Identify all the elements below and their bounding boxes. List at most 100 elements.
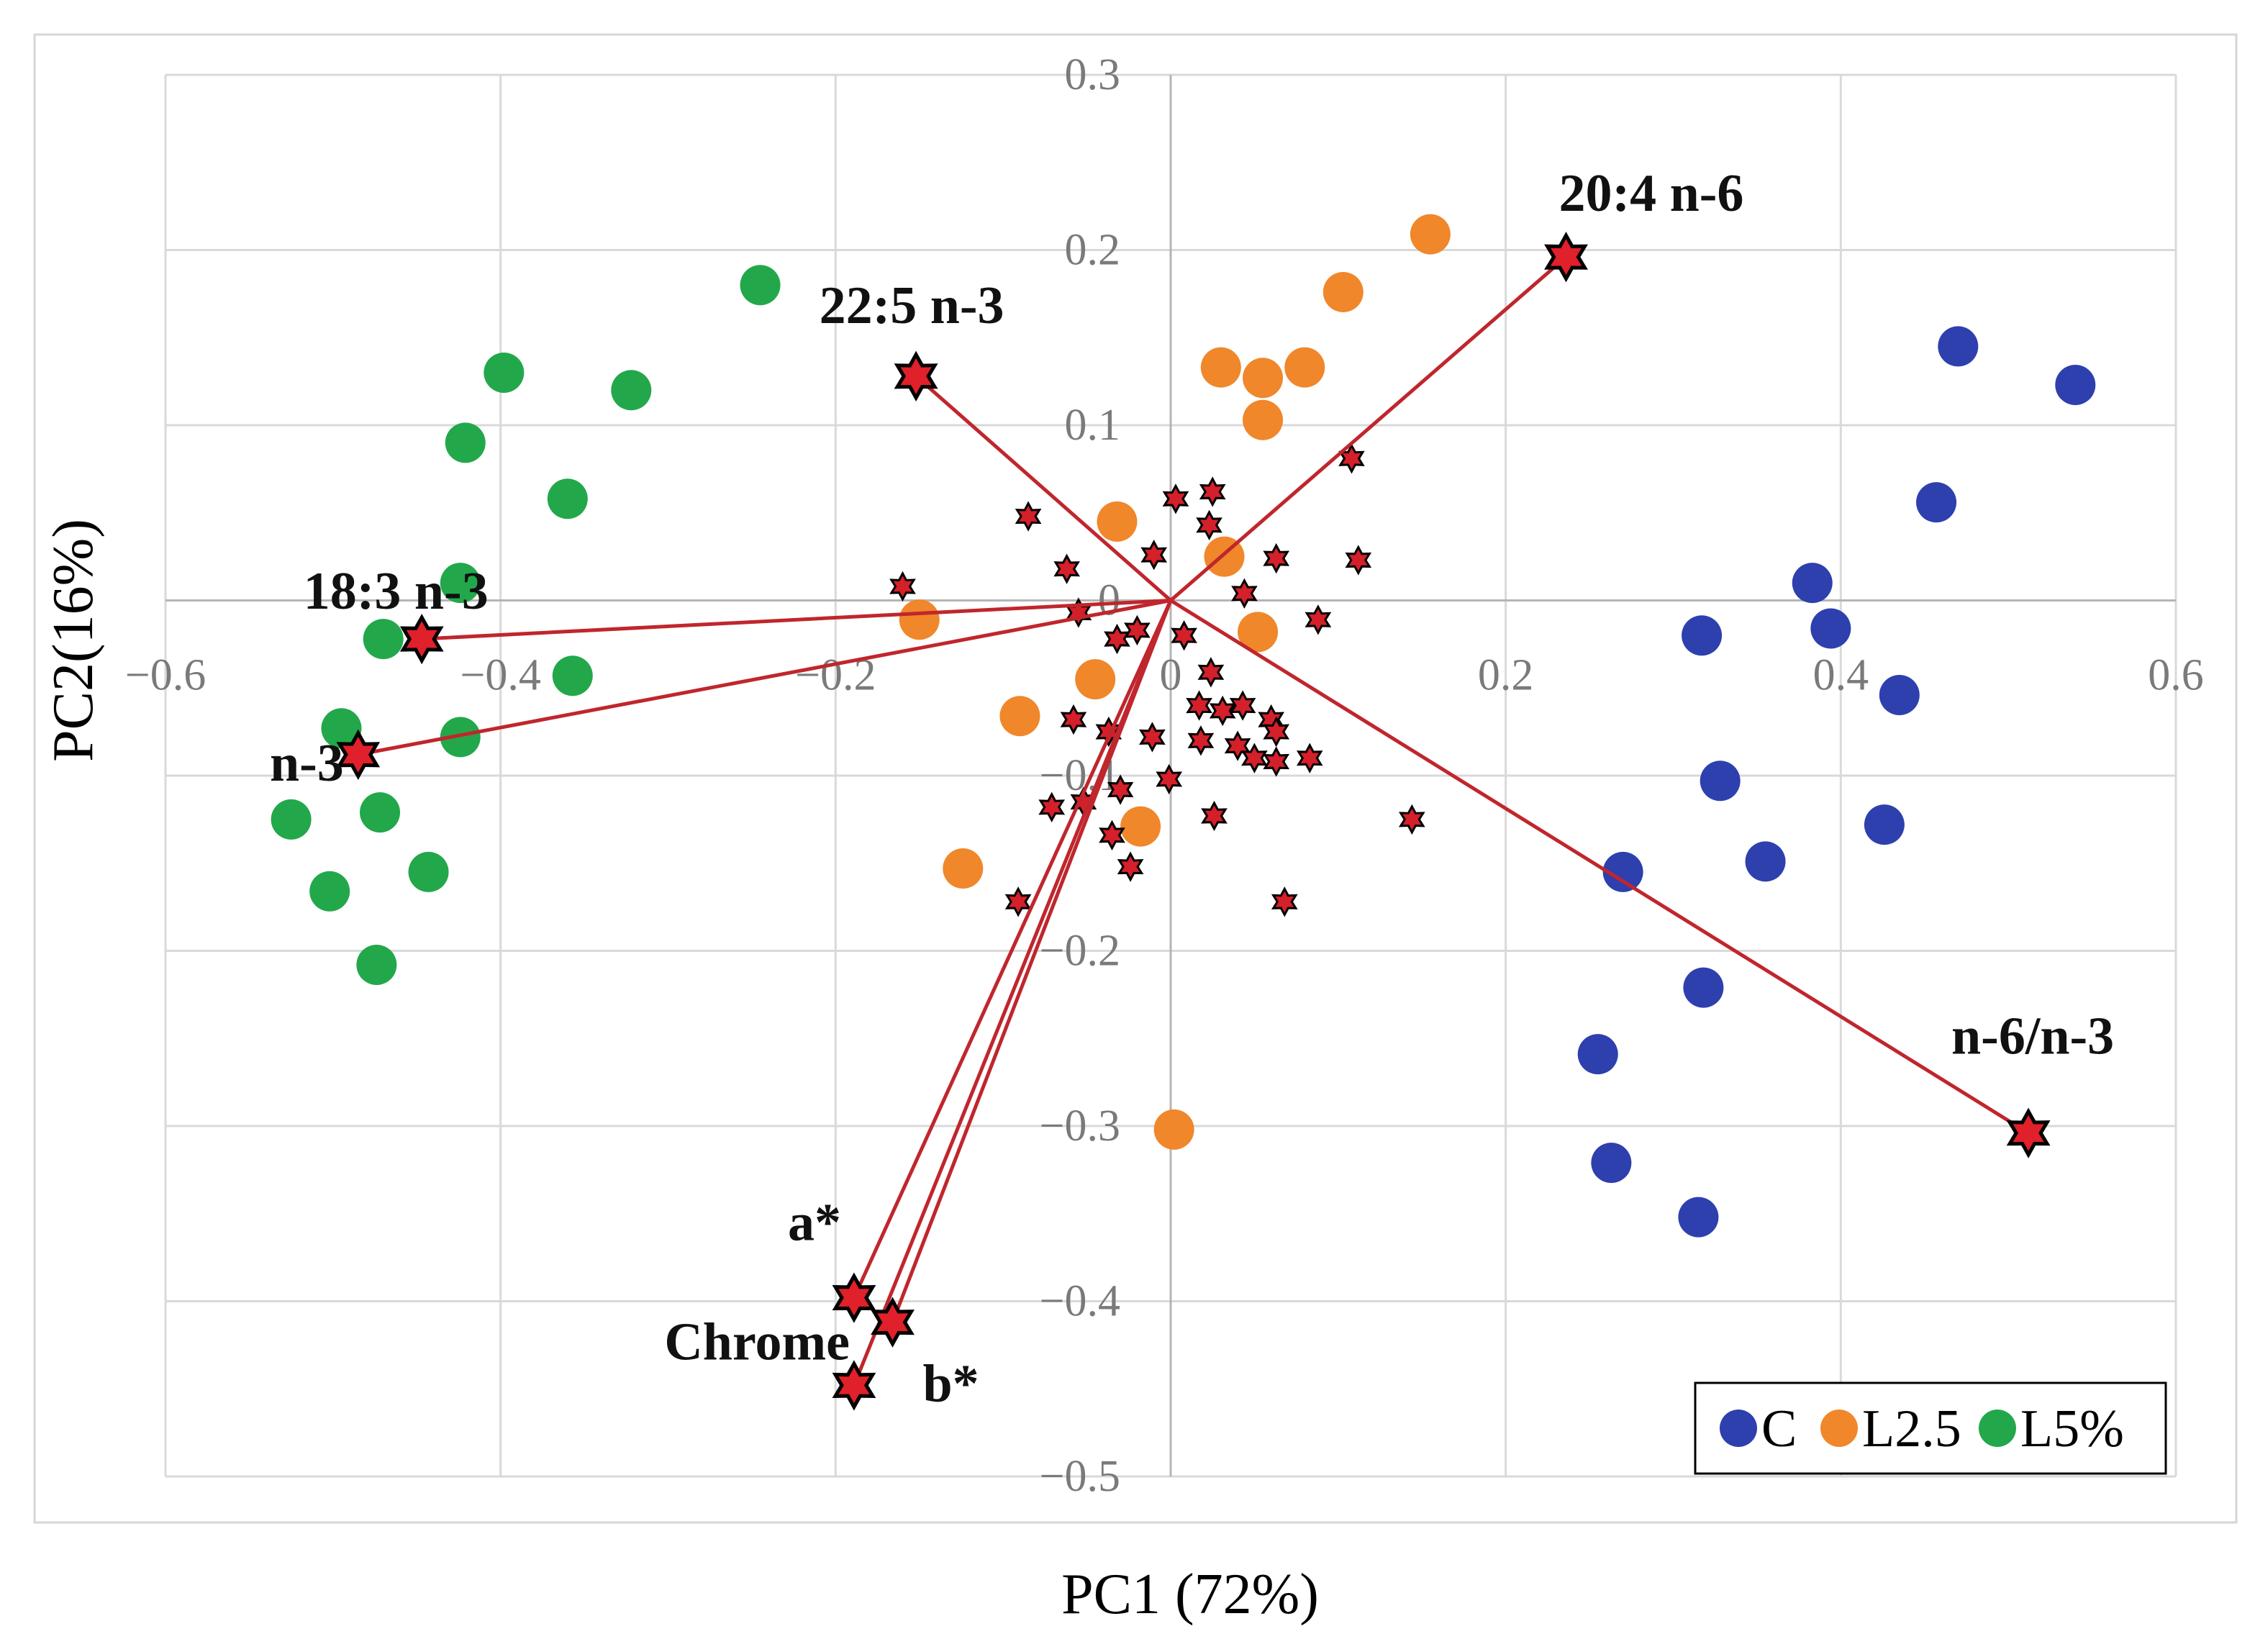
- legend: C L2.5 L5%: [1694, 1381, 2167, 1475]
- point-l2-5: [1322, 271, 1364, 312]
- x-axis-title: PC1 (72%): [1061, 1563, 1319, 1626]
- legend-marker-c: [1720, 1410, 1757, 1447]
- legend-label-l5: L5%: [2020, 1399, 2124, 1458]
- minor-loading-star: [1197, 657, 1225, 688]
- point-l5: [309, 871, 350, 912]
- legend-marker-l2-5: [1820, 1410, 1858, 1447]
- minor-loading-star: [1124, 614, 1151, 646]
- score-points: [271, 214, 2096, 1238]
- point-l5: [740, 265, 781, 306]
- minor-loading-star: [1139, 722, 1166, 753]
- minor-loading-star: [1224, 730, 1251, 761]
- y-tick-label: 0: [1098, 576, 1120, 625]
- minor-loading-star: [1398, 804, 1425, 835]
- x-tick-label: −0.6: [125, 651, 206, 700]
- point-l5: [611, 370, 652, 411]
- y-tick-label: −0.5: [1040, 1452, 1120, 1501]
- minor-loading-star: [1229, 690, 1256, 721]
- minor-loading-star: [1156, 763, 1183, 795]
- point-c: [1916, 482, 1957, 523]
- point-l2-5: [1243, 358, 1284, 399]
- point-l2-5: [1120, 806, 1161, 847]
- point-c: [1678, 1197, 1719, 1238]
- minor-loading-star: [1271, 886, 1298, 917]
- minor-loading-star: [1196, 509, 1222, 540]
- loading-labels: 20:4 n-6 22:5 n-3 18:3 n-3 n-3 n-6/n-3 a* Chro…: [270, 164, 2114, 1413]
- loading-vector-line: [1169, 255, 1568, 602]
- point-l5: [271, 799, 312, 840]
- point-c: [2055, 364, 2096, 405]
- y-tick-label: 0.2: [1065, 226, 1121, 275]
- point-l5: [484, 352, 525, 393]
- loading-star: [894, 350, 938, 401]
- loading-label: b*: [922, 1355, 979, 1414]
- y-tick-label: −0.2: [1040, 927, 1120, 976]
- legend-box: [1694, 1381, 2167, 1475]
- minor-loading-star: [1117, 851, 1144, 882]
- legend-label-c: C: [1761, 1399, 1797, 1458]
- minor-loading-star: [1162, 484, 1189, 514]
- minor-loading-star: [1296, 743, 1323, 773]
- loading-label: n-3: [270, 734, 344, 793]
- point-c: [1682, 615, 1723, 656]
- point-l5: [360, 792, 401, 833]
- point-l2-5: [943, 848, 984, 889]
- x-tick-label: 0.4: [1813, 651, 1869, 700]
- point-l5: [363, 619, 404, 660]
- loading-label: 20:4 n-6: [1558, 164, 1743, 223]
- loading-vector-line: [358, 599, 1171, 757]
- minor-loading-star: [1187, 725, 1215, 756]
- loading-star: [336, 729, 381, 780]
- point-c: [1591, 1143, 1632, 1184]
- loading-star: [1544, 232, 1588, 283]
- minor-loading-star: [1060, 704, 1087, 735]
- point-l5: [440, 717, 481, 758]
- legend-marker-l5: [1979, 1410, 2016, 1447]
- point-l5: [552, 655, 593, 696]
- minor-loading-star: [1263, 746, 1290, 777]
- point-l5: [440, 563, 481, 604]
- point-l5: [356, 944, 397, 985]
- x-tick-label: 0: [1160, 651, 1182, 700]
- loading-vector-line: [422, 599, 1171, 641]
- loading-label: a*: [788, 1194, 841, 1253]
- point-l2-5: [1410, 214, 1451, 255]
- point-l2-5: [1075, 659, 1116, 700]
- loading-vector-line: [1169, 599, 2030, 1135]
- point-c: [1879, 674, 1920, 715]
- loading-star: [871, 1297, 915, 1348]
- y-tick-label: −0.4: [1040, 1277, 1120, 1326]
- minor-loading-star: [1241, 743, 1268, 773]
- minor-loading-star: [1171, 620, 1197, 651]
- y-tick-label: 0.1: [1065, 401, 1121, 450]
- y-axis-title: PC2(16%): [42, 519, 105, 762]
- minor-loading-star: [1231, 578, 1258, 609]
- x-tick-label: −0.4: [460, 651, 540, 700]
- point-c: [1683, 967, 1724, 1008]
- point-l2-5: [1097, 501, 1138, 542]
- y-tick-label: 0.3: [1065, 50, 1121, 99]
- minor-loading-star: [1263, 543, 1290, 574]
- point-l2-5: [1284, 347, 1325, 388]
- loading-label: n-6/n-3: [1951, 1007, 2114, 1066]
- point-l5: [408, 851, 449, 892]
- minor-loading-star: [889, 571, 916, 602]
- minor-loading-star: [1015, 501, 1042, 532]
- minor-loading-star: [1004, 886, 1032, 917]
- minor-loading-star: [1263, 716, 1290, 748]
- minor-loading-star: [1140, 540, 1168, 571]
- loading-star: [832, 1272, 876, 1323]
- point-l2-5: [1153, 1109, 1194, 1150]
- x-tick-label: 0.2: [1478, 651, 1534, 700]
- point-l5: [547, 478, 588, 519]
- minor-loading-star: [1186, 690, 1212, 721]
- loading-label: 22:5 n-3: [820, 276, 1004, 335]
- loading-vector-line: [852, 599, 1173, 1299]
- legend-label-l2-5: L2.5: [1862, 1399, 1961, 1458]
- loading-vector-line: [852, 599, 1173, 1386]
- point-c: [1792, 563, 1833, 604]
- minor-loading-star: [1099, 820, 1125, 850]
- point-c: [1810, 608, 1851, 649]
- x-tick-label: 0.6: [2148, 651, 2204, 700]
